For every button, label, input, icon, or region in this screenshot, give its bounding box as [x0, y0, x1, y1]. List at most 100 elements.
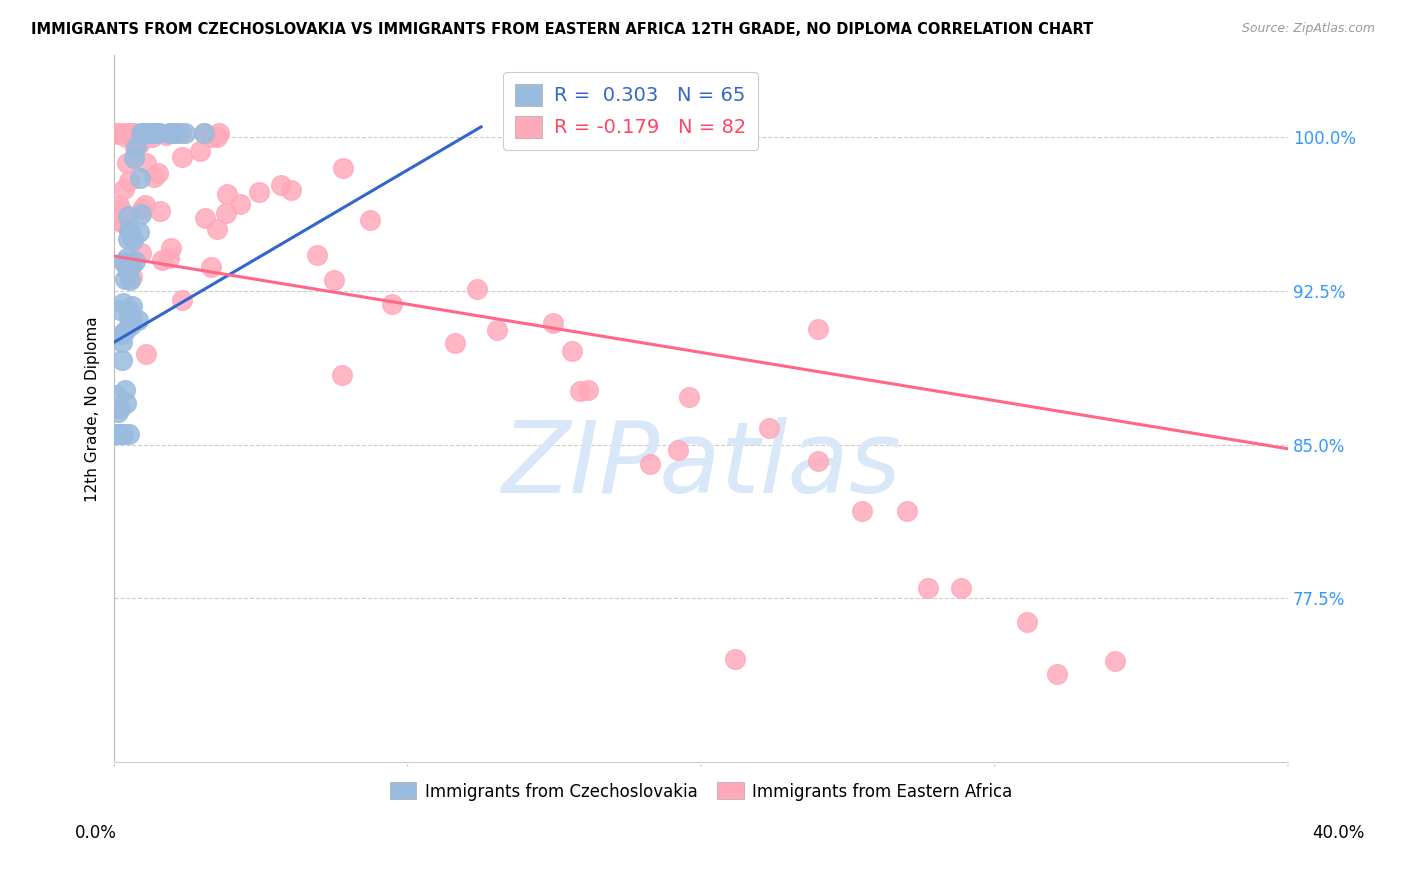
Point [486, 323, 509, 337]
Point [200, 260, 222, 275]
Point [141, 130, 163, 145]
Point [135, 155, 157, 169]
Point [949, 581, 972, 595]
Point [110, 215, 132, 229]
Point [280, 183, 302, 197]
Point [247, 186, 270, 200]
Point [121, 311, 143, 326]
Point [1104, 654, 1126, 668]
Point [678, 391, 700, 405]
Point [131, 126, 153, 140]
Point [896, 504, 918, 518]
Point [112, 182, 135, 196]
Point [173, 126, 195, 140]
Point [307, 248, 329, 262]
Point [117, 231, 139, 245]
Point [104, 427, 127, 442]
Point [115, 156, 138, 170]
Point [205, 222, 228, 236]
Point [111, 427, 134, 442]
Point [166, 126, 188, 140]
Point [330, 368, 353, 383]
Point [444, 336, 467, 351]
Point [193, 126, 215, 140]
Point [121, 299, 143, 313]
Point [157, 252, 180, 266]
Point [129, 246, 152, 260]
Point [724, 652, 747, 666]
Point [159, 126, 181, 140]
Point [149, 203, 172, 218]
Point [138, 126, 160, 140]
Point [143, 170, 166, 185]
Point [108, 126, 131, 140]
Point [115, 130, 138, 145]
Point [323, 273, 346, 287]
Point [129, 207, 152, 221]
Point [115, 251, 138, 265]
Point [121, 270, 143, 285]
Point [807, 322, 830, 336]
Point [150, 252, 173, 267]
Text: ZIPatlas: ZIPatlas [501, 417, 901, 514]
Point [104, 427, 127, 442]
Point [111, 335, 134, 350]
Point [1046, 667, 1069, 681]
Point [117, 209, 139, 223]
Point [111, 427, 134, 442]
Point [132, 126, 155, 140]
Point [169, 126, 191, 140]
Point [105, 427, 128, 442]
Point [214, 206, 236, 220]
Point [359, 212, 381, 227]
Point [188, 145, 211, 159]
Point [110, 353, 132, 368]
Point [105, 126, 128, 140]
Point [121, 233, 143, 247]
Point [146, 166, 169, 180]
Point [465, 282, 488, 296]
Point [108, 303, 131, 318]
Point [121, 257, 143, 271]
Point [114, 257, 136, 271]
Text: 40.0%: 40.0% [1312, 824, 1365, 842]
Point [112, 296, 135, 310]
Point [125, 140, 148, 154]
Point [128, 226, 150, 240]
Point [107, 405, 129, 419]
Point [124, 141, 146, 155]
Point [205, 130, 228, 145]
Point [917, 581, 939, 595]
Point [638, 458, 661, 472]
Point [120, 126, 142, 140]
Text: Source: ZipAtlas.com: Source: ZipAtlas.com [1241, 22, 1375, 36]
Point [114, 272, 136, 286]
Point [110, 401, 132, 415]
Point [134, 126, 156, 140]
Text: 0.0%: 0.0% [75, 824, 117, 842]
Point [117, 311, 139, 326]
Point [149, 126, 172, 140]
Point [138, 126, 160, 140]
Point [142, 126, 165, 140]
Point [332, 161, 354, 175]
Point [138, 126, 160, 140]
Point [208, 126, 231, 140]
Y-axis label: 12th Grade, No Diploma: 12th Grade, No Diploma [86, 316, 100, 501]
Point [124, 253, 146, 268]
Point [165, 126, 187, 140]
Point [229, 196, 252, 211]
Point [107, 213, 129, 227]
Point [135, 347, 157, 361]
Point [120, 224, 142, 238]
Point [108, 427, 131, 442]
Point [118, 223, 141, 237]
Point [110, 202, 132, 217]
Point [159, 126, 181, 140]
Point [666, 443, 689, 458]
Point [111, 326, 134, 341]
Point [122, 126, 145, 140]
Point [108, 427, 131, 442]
Point [108, 198, 131, 212]
Point [148, 126, 170, 140]
